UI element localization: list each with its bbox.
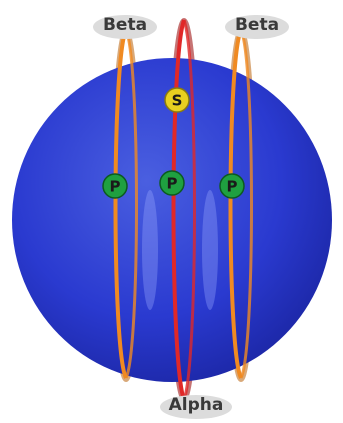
ring-label: Alpha — [169, 395, 224, 415]
highlight — [142, 190, 158, 310]
orbital-diagram: Beta Beta Alpha S P P P — [0, 0, 343, 423]
highlight — [202, 190, 218, 310]
orbital-label: S — [172, 92, 183, 110]
orbital-label: P — [110, 178, 121, 196]
ring-label: Beta — [103, 15, 147, 35]
ring-label: Beta — [235, 15, 279, 35]
page: Beta Beta Alpha S P P P (() => { const d… — [0, 0, 343, 423]
orbital-label: P — [167, 175, 178, 193]
orbital-label: P — [227, 178, 238, 196]
